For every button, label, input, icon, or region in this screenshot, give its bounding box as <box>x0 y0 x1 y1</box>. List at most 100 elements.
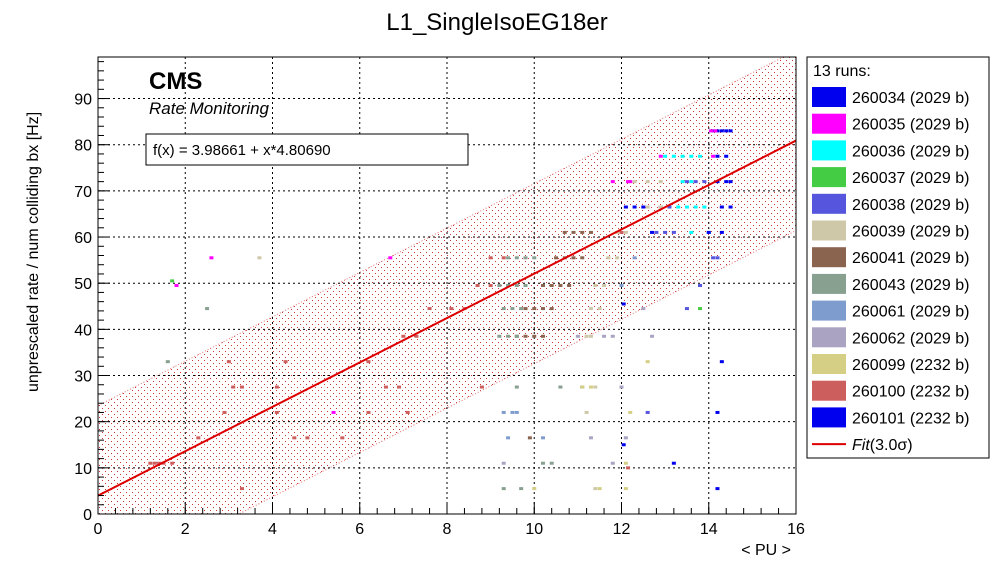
data-point-series-6 <box>532 334 537 338</box>
data-point-series-5 <box>645 205 650 209</box>
data-point-series-11 <box>449 307 454 311</box>
data-point-series-4 <box>667 205 672 209</box>
data-point-series-7 <box>501 307 506 311</box>
data-point-series-7 <box>497 284 502 287</box>
fit-band-area <box>98 57 796 514</box>
data-point-series-6 <box>580 256 585 260</box>
data-point-series-2 <box>689 180 694 184</box>
data-point-series-8 <box>540 436 545 440</box>
data-point-series-0 <box>711 129 716 133</box>
data-point-series-5 <box>602 284 607 287</box>
data-point-series-0 <box>621 443 626 447</box>
data-point-series-4 <box>663 230 668 234</box>
data-point-series-4 <box>645 410 650 414</box>
data-point-series-9 <box>610 334 615 338</box>
legend-label-12: 260101 (2232 b) <box>852 410 969 427</box>
data-point-series-7 <box>506 284 511 287</box>
x-tick-label: 16 <box>787 521 805 538</box>
legend-swatch-2 <box>812 140 846 161</box>
legend-label-6: 260041 (2029 b) <box>852 250 969 267</box>
legend-label-9: 260062 (2029 b) <box>852 330 969 347</box>
data-point-series-6 <box>571 230 576 234</box>
data-point-series-4 <box>715 256 720 260</box>
data-point-series-1 <box>711 154 716 158</box>
data-point-series-9 <box>575 334 580 338</box>
data-point-series-5 <box>584 334 589 338</box>
data-point-series-11 <box>152 461 157 465</box>
data-point-series-11 <box>222 410 227 414</box>
data-point-series-3 <box>170 279 175 283</box>
data-point-series-6 <box>567 284 572 287</box>
data-point-series-0 <box>719 129 724 133</box>
data-point-series-9 <box>641 307 646 311</box>
data-point-series-11 <box>366 410 371 414</box>
y-tick-label: 40 <box>74 322 92 339</box>
data-point-series-6 <box>532 307 537 311</box>
data-point-series-1 <box>331 410 336 414</box>
x-tick-label: 6 <box>355 521 364 538</box>
y-tick-label: 20 <box>74 415 92 432</box>
data-point-series-0 <box>724 129 729 133</box>
data-point-series-5 <box>615 256 620 260</box>
data-point-series-6 <box>554 256 559 260</box>
data-point-series-6 <box>549 307 554 311</box>
data-point-series-8 <box>619 284 624 287</box>
data-point-series-5 <box>593 385 598 389</box>
legend-label-10: 260099 (2232 b) <box>852 357 969 374</box>
legend-fit-suffix: (3.0σ) <box>870 437 913 454</box>
data-point-series-5 <box>597 307 602 311</box>
x-tick-label: 4 <box>268 521 277 538</box>
fit-line-group <box>98 139 796 497</box>
data-point-series-6 <box>523 307 528 311</box>
data-point-series-6 <box>540 307 545 311</box>
data-point-series-9 <box>610 461 615 465</box>
legend-header: 13 runs: <box>813 63 871 80</box>
y-tick-label: 80 <box>74 138 92 155</box>
data-point-series-1 <box>209 256 214 260</box>
x-tick-label: 8 <box>443 521 452 538</box>
data-point-series-7 <box>205 307 210 311</box>
cms-label: CMS <box>149 68 202 95</box>
data-point-series-0 <box>728 129 733 133</box>
data-point-series-11 <box>488 284 493 287</box>
legend-label-11: 260100 (2232 b) <box>852 384 969 401</box>
data-point-series-12 <box>632 205 637 209</box>
legend-label-0: 260034 (2029 b) <box>852 90 969 107</box>
data-point-series-4 <box>654 230 659 234</box>
data-point-series-2 <box>702 205 707 209</box>
data-point-series-12 <box>641 205 646 209</box>
data-point-series-8 <box>510 410 515 414</box>
data-point-series-7 <box>501 487 506 491</box>
data-point-series-0 <box>724 180 729 184</box>
data-point-series-8 <box>514 410 519 414</box>
data-point-series-12 <box>650 230 655 234</box>
data-point-series-5 <box>632 180 637 184</box>
data-point-series-6 <box>580 230 585 234</box>
legend-swatch-0 <box>812 87 846 107</box>
data-point-series-1 <box>610 180 615 184</box>
legend-swatch-5 <box>812 220 846 241</box>
data-point-series-10 <box>580 385 585 389</box>
data-point-series-6 <box>523 334 528 338</box>
data-point-series-7 <box>497 334 502 338</box>
data-point-series-6 <box>562 230 567 234</box>
data-point-series-12 <box>671 461 676 465</box>
legend-label-5: 260039 (2029 b) <box>852 224 969 241</box>
y-tick-label: 30 <box>74 369 92 386</box>
data-point-series-11 <box>292 436 297 440</box>
data-point-series-6 <box>571 256 576 260</box>
fit-band <box>98 57 796 514</box>
data-point-series-11 <box>501 256 506 260</box>
data-point-series-4 <box>702 180 707 184</box>
y-tick-label: 50 <box>74 276 92 293</box>
cms-sublabel: Rate Monitoring <box>149 99 270 118</box>
data-point-series-11 <box>366 360 371 364</box>
data-point-series-11 <box>196 436 201 440</box>
data-point-series-10 <box>645 360 650 364</box>
data-point-series-11 <box>305 436 310 440</box>
legend-fit-label: Fit(3.0σ) <box>852 437 913 454</box>
data-point-series-2 <box>698 154 703 158</box>
data-point-series-4 <box>684 180 689 184</box>
data-point-series-6 <box>558 284 563 287</box>
fit-formula-box <box>145 133 469 166</box>
